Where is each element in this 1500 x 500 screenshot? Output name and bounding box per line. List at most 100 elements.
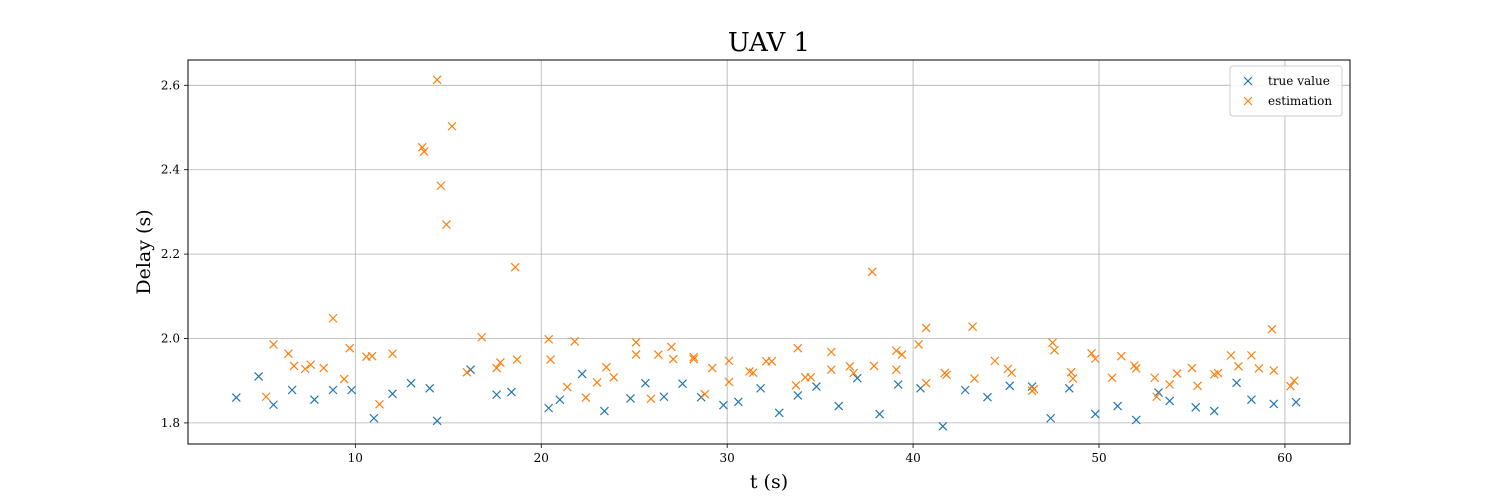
data-point	[510, 262, 520, 272]
data-point	[631, 350, 641, 359]
y-axis-label: Delay (s)	[133, 209, 155, 294]
y-tick-label: 2.2	[161, 247, 180, 261]
data-point	[287, 385, 297, 395]
data-point	[512, 355, 522, 365]
x-axis-label: t (s)	[750, 471, 788, 493]
y-tick-label: 2.6	[161, 78, 180, 92]
data-point	[1187, 363, 1197, 373]
data-point	[369, 413, 379, 423]
data-point	[893, 380, 903, 389]
data-point	[1172, 369, 1182, 378]
x-tick-label: 60	[1277, 451, 1292, 465]
x-tick-label: 40	[905, 451, 920, 465]
data-point	[646, 394, 656, 404]
legend-label: estimation	[1268, 94, 1332, 108]
data-point	[767, 356, 777, 366]
data-point	[269, 339, 278, 349]
data-point	[1131, 364, 1141, 373]
data-point	[1269, 366, 1279, 376]
legend-marker	[1243, 76, 1253, 86]
data-point	[546, 355, 555, 365]
data-point	[1213, 368, 1223, 378]
data-point	[345, 343, 355, 353]
data-point	[1152, 392, 1162, 402]
data-point	[1087, 348, 1096, 358]
data-point	[328, 385, 338, 395]
data-point	[306, 360, 316, 370]
data-point	[897, 350, 907, 359]
data-point	[791, 380, 801, 390]
data-point	[1247, 395, 1256, 405]
data-point	[811, 382, 821, 392]
legend-box	[1229, 65, 1343, 117]
data-point	[492, 363, 502, 373]
data-point	[300, 364, 310, 374]
data-point	[689, 352, 699, 362]
data-point	[891, 365, 901, 375]
data-point	[544, 334, 554, 344]
data-point	[406, 378, 416, 388]
data-point	[719, 400, 728, 410]
series-estimation	[261, 75, 1299, 409]
data-point	[442, 220, 451, 229]
data-point	[849, 368, 859, 378]
x-tick-label: 20	[534, 451, 549, 465]
data-point	[1209, 406, 1219, 416]
data-point	[432, 416, 442, 426]
data-point	[1116, 351, 1126, 361]
data-point	[347, 385, 357, 395]
data-point	[867, 267, 877, 277]
data-point	[447, 121, 457, 131]
data-point	[724, 356, 734, 366]
data-point	[310, 395, 319, 405]
data-point	[388, 389, 397, 399]
data-point	[990, 356, 1000, 366]
data-point	[970, 374, 979, 384]
data-point	[1289, 376, 1299, 386]
data-point	[231, 393, 241, 403]
data-point	[577, 369, 587, 379]
data-point	[748, 368, 758, 378]
data-point	[666, 342, 676, 352]
data-point	[419, 147, 429, 156]
data-point	[261, 392, 271, 402]
y-tick-label: 2.4	[161, 163, 180, 177]
data-point	[983, 392, 992, 402]
data-point	[1090, 409, 1100, 419]
data-point	[852, 373, 862, 383]
data-point	[425, 383, 435, 393]
data-point	[806, 372, 816, 382]
data-point	[724, 377, 734, 387]
data-point	[1226, 350, 1236, 360]
data-point	[793, 343, 803, 353]
data-point	[1165, 396, 1175, 406]
data-point	[562, 382, 572, 392]
data-point	[388, 349, 397, 359]
x-tick-label: 10	[348, 451, 363, 465]
chart-title: UAV 1	[728, 28, 810, 58]
data-point	[1005, 381, 1015, 391]
data-point	[462, 367, 472, 377]
data-point	[960, 385, 970, 395]
series-true-value	[231, 365, 1301, 431]
data-point	[938, 421, 948, 431]
data-point	[1286, 381, 1295, 391]
grid	[188, 60, 1350, 444]
data-point	[555, 395, 565, 405]
data-point	[700, 389, 710, 399]
data-point	[283, 349, 293, 359]
data-point	[254, 372, 264, 381]
data-point	[1113, 401, 1123, 411]
data-point	[1131, 415, 1141, 425]
data-point	[826, 365, 836, 375]
legend-label: true value	[1268, 74, 1330, 88]
data-point	[507, 387, 516, 397]
data-point	[1165, 380, 1175, 389]
data-point	[609, 372, 619, 382]
data-point	[600, 406, 609, 416]
data-point	[845, 361, 855, 371]
data-point	[869, 361, 879, 371]
data-point	[891, 346, 901, 356]
data-point	[1049, 345, 1059, 355]
